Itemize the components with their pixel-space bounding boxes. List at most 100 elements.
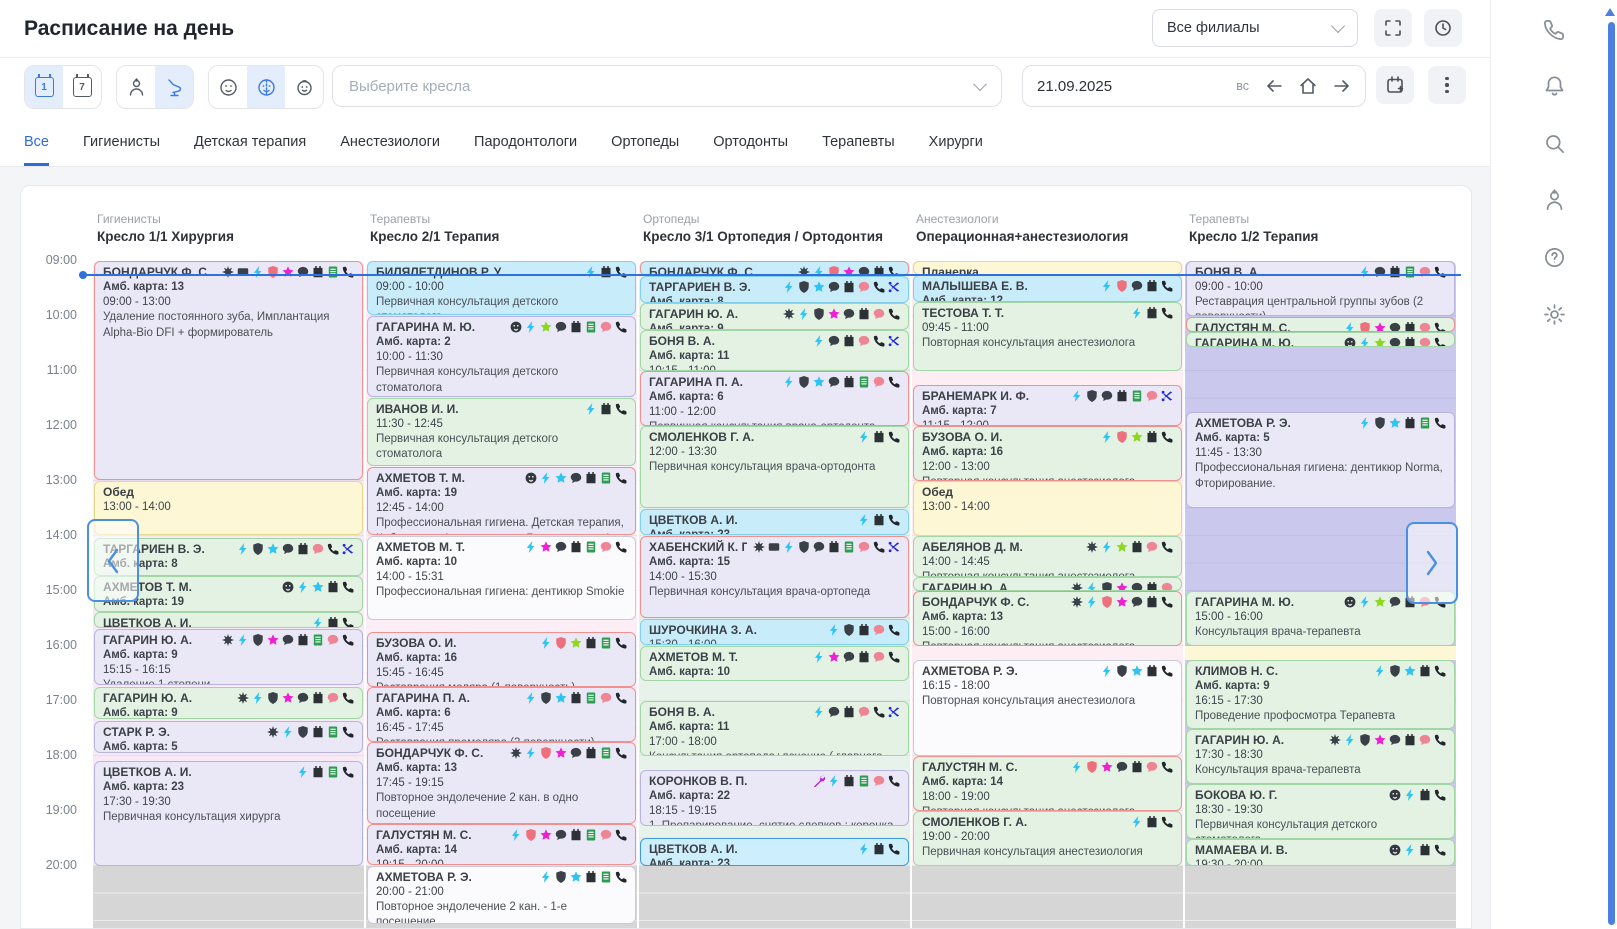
- appointment-card[interactable]: ТАРГАРИЕН В. Э. Амб. карта: 8: [640, 276, 909, 303]
- schedule-column[interactable]: Планерка МАЛЫШЕВА Е. В. Амб. карта: 12 ТЕСТ…: [912, 261, 1183, 928]
- appointment-card[interactable]: АХМЕТОВ М. Т. Амб. карта: 10 14:00 - 15:31…: [367, 536, 636, 620]
- appointment-card[interactable]: БУЗОВА О. И. Амб. карта: 16 12:00 - 13:00П…: [913, 426, 1182, 481]
- appointment-card[interactable]: АХМЕТОВ Т. М. Амб. карта: 19 12:45 - 14:00…: [367, 467, 636, 535]
- tab-7[interactable]: Терапевты: [822, 134, 895, 150]
- appointment-card[interactable]: ХАБЕНСКИЙ К. П. Амб. карта: 15 14:00 - 15:…: [640, 536, 909, 618]
- appointment-card[interactable]: АХМЕТОВ М. Т. Амб. карта: 10: [640, 646, 909, 681]
- chairs-select[interactable]: Выберите кресла: [332, 65, 1002, 107]
- appointment-card[interactable]: ЦВЕТКОВ А. И. Амб. карта: 23: [640, 509, 909, 535]
- tab-all[interactable]: Все: [24, 122, 49, 166]
- appointment-card[interactable]: ГАГАРИН Ю. А. Амб. карта: 9: [640, 303, 909, 330]
- appointment-card[interactable]: СТАРК Р. Э. Амб. карта: 5: [94, 721, 363, 753]
- appointment-card[interactable]: БОНЯ В. А. Амб. карта: 11 17:00 - 18:00Кон…: [640, 701, 909, 756]
- view-day-button[interactable]: 1: [25, 66, 63, 108]
- appointment-card[interactable]: БОНЯ В. А. Амб. карта: 11 10:15 - 11:00: [640, 330, 909, 371]
- appointment-card[interactable]: ГАГАРИН Ю. А. 17:30 - 18:30 Консультация в…: [1186, 729, 1455, 784]
- appointment-card[interactable]: СМОЛЕНКОВ Г. А. 19:00 - 20:00 Первичная ко…: [913, 811, 1182, 866]
- calendar-plus-icon: [1387, 76, 1404, 93]
- appointment-card[interactable]: ТЕСТОВА Т. Т. 09:45 - 11:00 Повторная конс…: [913, 302, 1182, 371]
- appointment-card[interactable]: БОНЯ В. А. 09:00 - 10:00 Реставрация центр…: [1186, 261, 1455, 316]
- tab-2[interactable]: Детская терапия: [194, 134, 307, 150]
- schedule-column[interactable]: БИЛЯЛЕТДИНОВ Р. У. 09:00 - 10:00 Первичная…: [366, 261, 637, 928]
- appointment-card[interactable]: Планерка: [913, 261, 1182, 275]
- history-button[interactable]: [1424, 9, 1462, 47]
- appointment-card[interactable]: АБЕЛЯНОВ Д. М. 14:00 - 14:45 Повторная кон…: [913, 536, 1182, 577]
- appointment-card[interactable]: БОКОВА Ю. Г. 18:30 - 19:30 Первичная консу…: [1186, 784, 1455, 839]
- fullscreen-button[interactable]: [1374, 9, 1412, 47]
- chairs-view-button[interactable]: [155, 66, 193, 108]
- appointment-card[interactable]: ЦВЕТКОВ А. И.: [94, 612, 363, 628]
- rail-search-button[interactable]: [1491, 116, 1617, 171]
- doctors-view-button[interactable]: [117, 66, 155, 108]
- appointment-card[interactable]: ГАГАРИНА М. Ю. Амб. карта: 2 10:00 - 11:30…: [367, 316, 636, 397]
- shield-dark-icon: [540, 692, 552, 704]
- appointment-card[interactable]: ГАЛУСТЯН М. С. Амб. карта: 14 19:15 - 20:0…: [367, 824, 636, 865]
- appointment-card[interactable]: БОНДАРЧУК Ф. С. Амб. карта: 13 09:00 - 13:…: [94, 261, 363, 480]
- calendar-dark-icon: [312, 766, 324, 778]
- all-patients-button[interactable]: [247, 66, 285, 108]
- appointment-card[interactable]: ГАЛУСТЯН М. С. Амб. карта: 14 18:00 - 19:0…: [913, 756, 1182, 811]
- appointment-card[interactable]: АХМЕТОВА Р. Э. Амб. карта: 5 11:45 - 13:30…: [1186, 412, 1455, 508]
- appointment-card[interactable]: ЦВЕТКОВ А. И. Амб. карта: 23: [640, 838, 909, 866]
- column-title: Операционная+анестезиология: [916, 229, 1129, 244]
- schedule-column[interactable]: БОНДАРЧУК Ф. С. ТАРГАРИЕН В. Э. Амб. карта…: [639, 261, 910, 928]
- appointment-card[interactable]: ГАГАРИНА М. Ю.: [1186, 332, 1455, 347]
- appointment-card[interactable]: МАМАЕВА И. В. 19:30 - 20:00: [1186, 839, 1455, 866]
- appointment-card[interactable]: БОНДАРЧУК Ф. С. Амб. карта: 13 17:45 - 19:…: [367, 742, 636, 824]
- appointment-card[interactable]: ГАГАРИНА П. А. Амб. карта: 6 11:00 - 12:00…: [640, 371, 909, 426]
- adult-patients-button[interactable]: [209, 66, 247, 108]
- tab-4[interactable]: Пародонтологи: [474, 134, 578, 150]
- rail-phone-button[interactable]: [1491, 2, 1617, 57]
- tab-8[interactable]: Хирурги: [928, 134, 983, 150]
- appointment-card[interactable]: Обед 13:00 - 14:00: [913, 481, 1182, 536]
- next-day-arrow-icon[interactable]: [1333, 78, 1351, 94]
- schedule-column[interactable]: БОНЯ В. А. 09:00 - 10:00 Реставрация центр…: [1185, 261, 1456, 928]
- appointment-card[interactable]: СМОЛЕНКОВ Г. А. 12:00 - 13:30 Первичная ко…: [640, 426, 909, 508]
- view-week-button[interactable]: 7: [63, 66, 101, 108]
- scrollbar-up-arrow[interactable]: [1605, 8, 1615, 16]
- appointment-card[interactable]: БИЛЯЛЕТДИНОВ Р. У. 09:00 - 10:00 Первичная…: [367, 261, 636, 315]
- appointment-card[interactable]: МАЛЫШЕВА Е. В. Амб. карта: 12: [913, 275, 1182, 302]
- branch-select[interactable]: Все филиалы: [1152, 9, 1358, 47]
- non-working-hours: [93, 866, 364, 928]
- appointment-card[interactable]: АХМЕТОВА Р. Э. 20:00 - 21:00 Повторное энд…: [367, 866, 636, 924]
- more-options-button[interactable]: [1428, 66, 1466, 104]
- scrollbar[interactable]: [1608, 22, 1615, 925]
- appointment-card[interactable]: БОНДАРЧУК Ф. С. Амб. карта: 13 15:00 - 16:…: [913, 591, 1182, 646]
- appointment-card[interactable]: ГАГАРИНА П. А. Амб. карта: 6 16:45 - 17:45…: [367, 687, 636, 742]
- rail-settings-button[interactable]: [1491, 287, 1617, 342]
- appointment-card[interactable]: АХМЕТОВА Р. Э. 16:15 - 18:00 Повторная кон…: [913, 660, 1182, 756]
- star-cyan-icon: [555, 692, 567, 704]
- appointment-card[interactable]: ГАГАРИН Ю. А. Амб. карта: 9 15:15 - 16:15У…: [94, 629, 363, 685]
- child-patients-button[interactable]: [285, 66, 323, 108]
- card-time-range: 09:45 - 11:00: [922, 322, 989, 334]
- scroll-left-button[interactable]: [87, 519, 139, 602]
- appointment-card[interactable]: БУЗОВА О. И. Амб. карта: 16 15:45 - 16:45Р…: [367, 632, 636, 687]
- tab-3[interactable]: Анестезиологи: [340, 134, 441, 150]
- appointment-card[interactable]: ГАЛУСТЯН М. С.: [1186, 317, 1455, 332]
- rail-help-button[interactable]: [1491, 230, 1617, 285]
- card-time-range: 15:00 - 16:00: [922, 626, 990, 639]
- tab-5[interactable]: Ортопеды: [611, 134, 680, 150]
- rail-notifications-button[interactable]: [1491, 59, 1617, 114]
- phone-icon: [888, 431, 900, 443]
- appointment-card[interactable]: КЛИМОВ Н. С. Амб. карта: 9 16:15 - 17:30 Пр…: [1186, 660, 1455, 729]
- document-green-icon: [585, 829, 597, 841]
- add-schedule-button[interactable]: [1376, 66, 1414, 104]
- appointment-card[interactable]: ГАГАРИН Ю. А. Амб. карта: 9: [94, 687, 363, 719]
- prev-day-arrow-icon[interactable]: [1265, 78, 1283, 94]
- appointment-card[interactable]: ШУРОЧКИНА З. А. 15:30 - 16:00: [640, 619, 909, 645]
- appointment-card[interactable]: ЦВЕТКОВ А. И. Амб. карта: 23 17:30 - 19:30…: [94, 761, 363, 866]
- card-patient-name: КОРОНКОВ В. П.: [649, 774, 748, 788]
- calendar-dark-icon: [873, 843, 885, 855]
- appointment-card[interactable]: БРАНЕМАРК И. Ф. Амб. карта: 7 11:15 - 12:0…: [913, 385, 1182, 426]
- appointment-card[interactable]: КОРОНКОВ В. П. Амб. карта: 22 18:15 - 19:1…: [640, 770, 909, 826]
- home-icon[interactable]: [1299, 77, 1317, 95]
- rail-doctor-button[interactable]: [1491, 173, 1617, 228]
- appointment-card[interactable]: ГАГАРИН Ю. А.: [913, 577, 1182, 591]
- tab-1[interactable]: Гигиенисты: [83, 134, 161, 150]
- appointment-card[interactable]: ИВАНОВ И. И. 11:30 - 12:45 Первичная консу…: [367, 398, 636, 466]
- scroll-right-button[interactable]: [1406, 522, 1458, 604]
- tab-6[interactable]: Ортодонты: [713, 134, 789, 150]
- date-input[interactable]: 21.09.2025 вс: [1022, 65, 1366, 107]
